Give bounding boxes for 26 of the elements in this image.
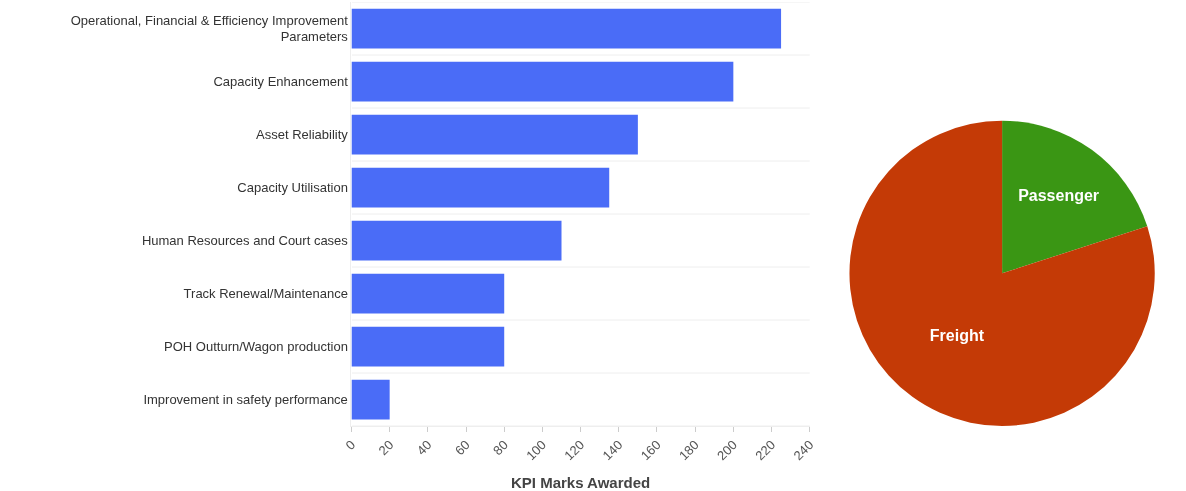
x-tick-label: 240 (790, 437, 817, 464)
y-tick-label: Track Renewal/Maintenance (183, 286, 348, 302)
y-tick-label: Capacity Utilisation (237, 180, 348, 196)
y-tick-label: Capacity Enhancement (213, 74, 349, 90)
y-tick-label: Asset Reliability (256, 127, 349, 143)
x-tick-label: 120 (561, 437, 588, 464)
x-axis-title: KPI Marks Awarded (510, 474, 651, 491)
slice-label: Passenger (1018, 187, 1100, 205)
x-tick-label: 100 (523, 437, 550, 464)
x-tick-label: 140 (599, 437, 626, 464)
slice-label: Freight (929, 326, 985, 344)
x-tick-label: 80 (490, 437, 511, 459)
x-tick-label: 20 (375, 437, 397, 459)
y-tick-label: Operational, Financial & Efficiency Improvement Parameters (70, 12, 349, 45)
x-tick-label: 40 (413, 437, 435, 459)
pie-slice (1002, 120, 1148, 274)
x-tick-label: 60 (451, 437, 473, 459)
x-tick-label: 160 (637, 437, 664, 464)
x-tick-label: 180 (675, 437, 702, 464)
x-tick-label: 220 (752, 437, 779, 464)
pie-slice (849, 120, 1155, 426)
y-tick-label: Improvement in safety performance (143, 392, 348, 408)
x-tick-label: 0 (342, 437, 359, 453)
x-tick-label: 200 (714, 437, 741, 464)
y-tick-label: Human Resources and Court cases (141, 233, 349, 249)
y-tick-label: POH Outturn/Wagon production (164, 339, 348, 355)
